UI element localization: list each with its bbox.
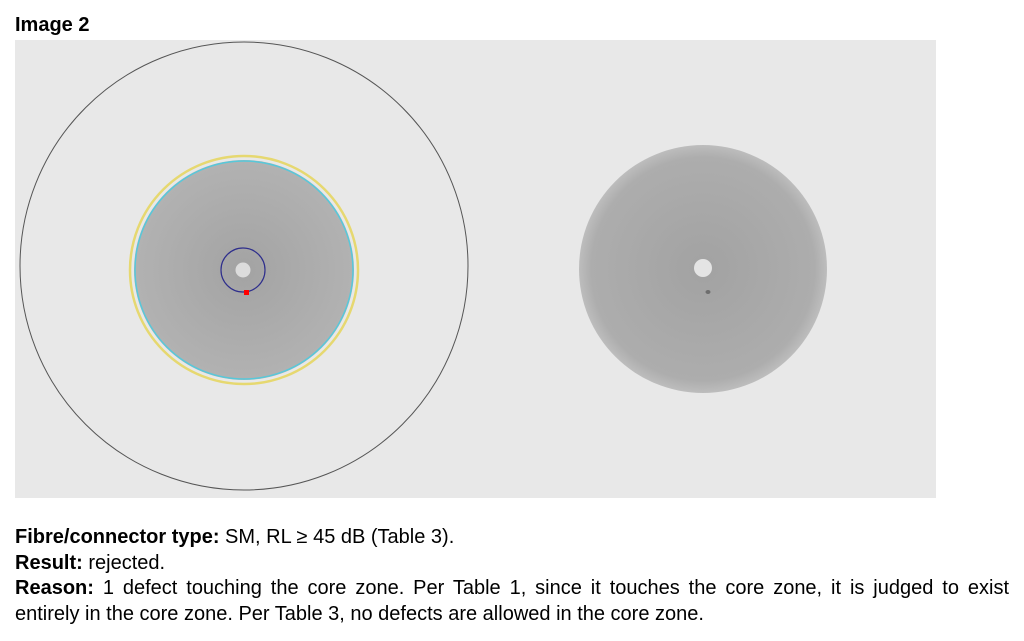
reason-label: Reason: — [15, 577, 94, 599]
fibre-core — [235, 262, 251, 278]
fibre-type-line: Fibre/connector type: SM, RL ≥ 45 dB (Ta… — [15, 525, 1009, 551]
core-zone-ring — [220, 247, 266, 293]
end-face-images — [15, 37, 936, 498]
result-value: rejected. — [82, 551, 166, 574]
reason-line: Reason: 1 defect touching the core zone.… — [15, 576, 1009, 627]
cladding-zone-ring — [128, 154, 360, 386]
fibre-type-label: Fibre/connector type: — [15, 526, 220, 548]
image-top-gap — [472, 37, 936, 40]
raw-end-face-view — [579, 145, 827, 393]
cladding-inner-ring — [134, 160, 354, 380]
result-label: Result: — [15, 551, 83, 574]
annotated-end-face-view — [19, 41, 469, 491]
end-face-inspection-figure — [15, 37, 936, 498]
inspection-notes: Fibre/connector type: SM, RL ≥ 45 dB (Ta… — [15, 525, 1009, 627]
defect-marker — [244, 290, 249, 295]
fibre-type-value: SM, RL ≥ 45 dB (Table 3). — [219, 526, 455, 548]
figure-caption: Image 2 — [15, 14, 90, 36]
result-line: Result: rejected. — [15, 551, 1009, 577]
fibre-core-raw — [694, 259, 712, 277]
defect-spot — [705, 290, 711, 294]
reason-value: 1 defect touching the core zone. Per Tab… — [15, 577, 1009, 625]
contact-zone-ring — [19, 41, 469, 491]
